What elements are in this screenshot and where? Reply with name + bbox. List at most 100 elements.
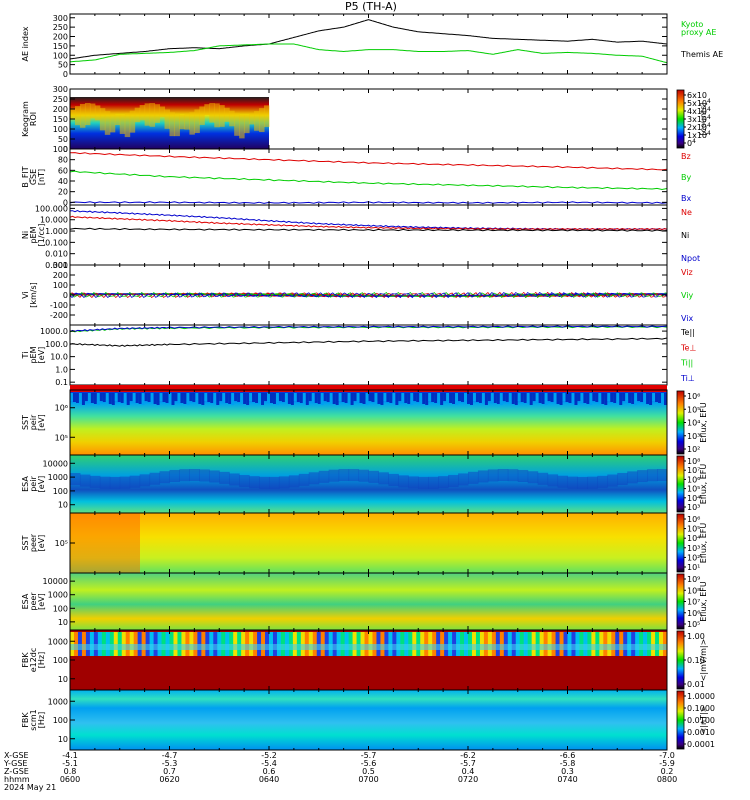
spectrogram-streak [583, 393, 587, 403]
spectrogram-streak [237, 393, 241, 402]
y-tick-label: 10000 [43, 459, 68, 468]
spectrogram-streak [308, 472, 320, 485]
spectrogram-streak [177, 393, 181, 402]
velocity-noise [69, 291, 668, 299]
spectrogram-streak [162, 393, 166, 402]
spectrogram-streak [219, 393, 223, 401]
colorbar-tick-label: 10⁵ [687, 405, 700, 414]
spectrogram-streak [320, 393, 324, 405]
y-tick-label: 300 [53, 85, 68, 94]
y-axis-label: SST [21, 535, 30, 550]
spectrogram-streak [350, 393, 354, 405]
y-tick-label: 1000 [48, 473, 68, 482]
spectrogram-streak [195, 393, 199, 403]
spectrogram-streak [517, 393, 521, 401]
spectrogram-streak [634, 393, 638, 405]
y-axis-label: Ti [21, 352, 30, 360]
y-tick-label: 10 [58, 501, 68, 510]
spectrogram-streak [418, 476, 429, 489]
spectrogram-streak [461, 393, 465, 402]
spectrogram-streak [526, 393, 530, 404]
spectrogram-streak [171, 393, 175, 405]
keogram-streak [114, 114, 121, 126]
colorbar-tick-label: 0.0001 [687, 740, 715, 749]
colorbar-exponent: 4 [707, 130, 711, 137]
y-tick-label: 100.0 [45, 340, 68, 349]
spectrogram-topband [70, 385, 667, 392]
y-tick-label: 1.000 [45, 227, 68, 236]
colorbar-label: Eflux, EFU [699, 402, 708, 443]
spectrogram-streak [661, 393, 665, 404]
keogram-streak [174, 114, 180, 137]
panel-frame [69, 13, 668, 75]
tick-x-gse: -6.2 [460, 751, 476, 760]
colorbar-tick-label: 1x104 [687, 130, 711, 140]
y-axis-label: FBK [21, 712, 30, 728]
row-label: X-GSE [4, 751, 29, 760]
spectrogram-streak [149, 472, 161, 485]
y-tick-label: 1000 [48, 591, 68, 600]
colorbar-tick-label: 10⁴ [687, 419, 700, 428]
y-axis-label: Ni [21, 231, 30, 239]
spectrogram-streak [323, 393, 327, 401]
y-axis-label: scm1 [29, 709, 38, 730]
tick-x-gse: -6.6 [560, 751, 576, 760]
spectrogram-streak [452, 393, 456, 404]
spectrogram-streak [311, 393, 315, 402]
panel-ti: 0.1 1.0 10.0 100.0 1000.0 Ti pEM [eV] Te|| Te⊥ Ti|… [21, 324, 696, 387]
spectrogram-streak [469, 393, 473, 405]
spectrogram-streak [165, 393, 169, 403]
spectrogram-streak [458, 393, 462, 401]
spectrogram-streak [258, 393, 262, 404]
y-axis-label: [eV] [37, 476, 46, 493]
spectrogram-streak [79, 474, 91, 487]
spectrogram-streak [296, 393, 300, 402]
spectrogram-streak [535, 393, 539, 402]
keogram-streak [99, 108, 106, 131]
spectrogram-streak [378, 472, 389, 485]
spectrogram-streak [440, 393, 444, 405]
legend-entry: Vix [681, 314, 694, 323]
spectrogram-streak [386, 393, 390, 402]
y-axis-label: pEM [29, 226, 38, 243]
spectrogram-streak [246, 393, 250, 405]
colorbar-tick-label: 1.0000 [687, 692, 715, 701]
y-axis-label: peir [29, 476, 38, 492]
spectrogram-streak [102, 393, 106, 402]
spectrogram-streak [70, 473, 81, 485]
time-axis: X-GSEY-GSEZ-GSEhhmm-4.1-5.10.80600-4.7-5… [3, 751, 677, 792]
colorbar-tick-label: 10⁸ [687, 457, 700, 466]
y-tick-label: 10⁵ [55, 539, 68, 548]
y-axis-label: pEM [29, 346, 38, 363]
y-axis-label: [nT] [37, 169, 46, 185]
keogram-streak [139, 105, 146, 121]
y-tick-label: 100.000 [35, 204, 68, 213]
keogram-streak [144, 103, 151, 126]
colorbar-tick-label: 10³ [687, 432, 700, 441]
spectrogram-streak [592, 393, 596, 401]
spectrogram-streak [259, 476, 270, 489]
y-tick-label: 80 [58, 156, 68, 165]
spectrogram-streak [213, 393, 217, 404]
spectrogram-streak [527, 471, 539, 484]
keogram-streak [234, 113, 240, 136]
date-label: 2024 May 21 [4, 783, 56, 792]
spectrogram-streak [541, 393, 545, 404]
y-tick-label: 300 [53, 14, 68, 23]
spectrogram-streak [281, 393, 285, 402]
spectrogram-streak [568, 393, 572, 403]
spectrogram-streak [234, 393, 238, 401]
spectrogram-streak [428, 476, 439, 489]
tick-z-gse: 0.7 [163, 767, 176, 776]
spectrogram-streak [269, 393, 273, 403]
spectrogram-streak [126, 393, 130, 405]
series-line [69, 215, 668, 231]
series-line [69, 170, 668, 191]
y-tick-label: 40 [58, 177, 68, 186]
colorbar-tick-label: 10⁶ [687, 515, 700, 524]
spectrogram-streak [119, 476, 131, 489]
y-axis-label: [Hz] [37, 652, 46, 668]
spectrogram-streak [664, 393, 667, 405]
